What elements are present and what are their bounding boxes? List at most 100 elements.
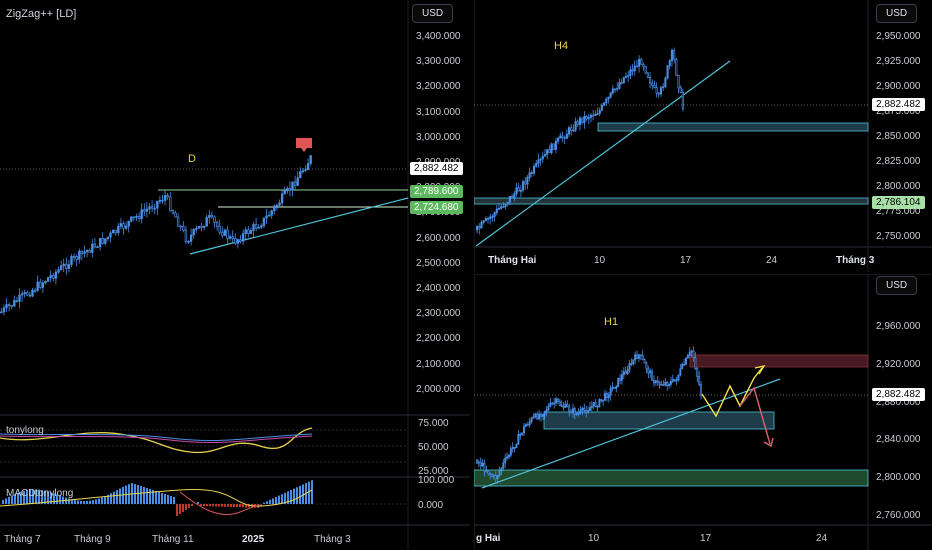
h1-candle-body	[602, 399, 605, 402]
h1-candle-body	[585, 410, 588, 413]
h1-candle-body	[513, 447, 516, 449]
macd-histogram-bar	[83, 501, 85, 504]
h1-candle-body	[683, 363, 686, 366]
daily-candle-body	[5, 304, 8, 309]
price-axis-label: 2,500.000	[416, 257, 461, 269]
h4-candle-body	[515, 187, 518, 195]
macd-histogram-bar	[164, 494, 166, 504]
h4-candle-body	[598, 109, 601, 115]
time-label-10: 10	[588, 533, 600, 544]
h4-candle-body	[578, 117, 582, 125]
macd-histogram-bar	[176, 504, 178, 516]
time-label-24: 24	[766, 255, 778, 266]
macd-histogram-bar	[242, 504, 244, 508]
h1-chart-canvas[interactable]	[474, 274, 932, 550]
macd-indicator-title[interactable]: MACDtonylong	[6, 488, 74, 499]
h1-candle-body	[651, 370, 654, 381]
macd-histogram-bar	[95, 499, 97, 504]
rsi-level-50: 50.000	[418, 442, 449, 453]
h4-candle-body	[581, 117, 584, 123]
currency-button[interactable]: USD	[876, 4, 918, 23]
daily-candle-body	[54, 271, 58, 279]
macd-histogram-bar	[248, 504, 250, 508]
daily-candle-body	[195, 227, 198, 230]
daily-candle-body	[7, 304, 11, 307]
h1-candle-body	[572, 408, 574, 414]
h4-candle-body	[502, 206, 505, 208]
h1-candle-body	[483, 462, 486, 472]
time-label-10: 10	[594, 255, 606, 266]
h4-candle-body	[668, 60, 671, 67]
daily-candle-body	[208, 214, 211, 218]
time-label-17: 17	[680, 255, 692, 266]
currency-button[interactable]: USD	[412, 4, 454, 23]
h4-candle-body	[607, 96, 610, 100]
currency-button[interactable]: USD	[876, 276, 918, 295]
daily-candle-body	[234, 237, 237, 244]
h4-candle-body	[638, 58, 641, 67]
h4-candle-body	[594, 113, 597, 116]
macd-histogram-bar	[11, 495, 13, 504]
h1-candle-body	[653, 380, 655, 384]
macd-histogram-bar	[224, 504, 226, 507]
macd-histogram-bar	[185, 504, 187, 510]
h1-candle-body	[556, 398, 559, 402]
projection-arrowhead-bullish	[754, 364, 766, 375]
macd-histogram-bar	[299, 485, 301, 504]
h1-candle-body	[566, 403, 569, 408]
macd-histogram-bar	[146, 488, 148, 504]
h1-candle-body	[479, 461, 482, 467]
timeframe-label: H1	[604, 316, 619, 328]
macd-histogram-bar	[167, 495, 169, 504]
h1-candle-body	[658, 381, 661, 385]
rsi-level-25: 25.000	[418, 466, 449, 477]
h4-candle-body	[651, 82, 654, 86]
macd-level-0: 0.000	[418, 500, 444, 511]
h1-candle-body	[538, 413, 541, 420]
h4-candle-body	[550, 143, 553, 154]
h4-candle-body	[552, 143, 555, 150]
macd-histogram-bar	[173, 497, 175, 504]
h1-candle-body	[639, 354, 642, 357]
timeframe-label: H4	[554, 40, 569, 52]
h4-candle-body	[561, 135, 564, 138]
daily-candle-body	[202, 225, 206, 228]
projection-path-bullish	[701, 367, 763, 418]
daily-candle-body	[223, 229, 227, 236]
rsi-indicator-title[interactable]: tonylong	[6, 425, 44, 436]
daily-chart-canvas[interactable]	[0, 0, 470, 550]
daily-candle-body	[10, 305, 13, 308]
daily-candle-body	[106, 236, 110, 240]
daily-candle-body	[270, 210, 273, 216]
daily-candle-body	[36, 281, 39, 291]
daily-candle-body	[247, 229, 250, 234]
daily-candle-body	[215, 221, 219, 227]
rsi-level-75: 75.000	[418, 418, 449, 429]
daily-candle-body	[197, 225, 201, 229]
time-label-24: 24	[816, 533, 828, 544]
h1-candle-body	[573, 408, 576, 416]
h4-candle-body	[635, 65, 638, 68]
h1-candle-body	[654, 380, 657, 384]
daily-chart-pane[interactable]: ZigZag++ [LD] USD D 3,400.000 3,300.000 3,…	[0, 0, 470, 550]
h1-candle-body	[698, 376, 701, 385]
h4-chart-canvas[interactable]	[474, 0, 932, 272]
h1-chart-pane[interactable]: USD H1 2,960.000 2,920.000 2,880.000 2,840.…	[474, 274, 932, 550]
h1-candle-body	[624, 371, 627, 375]
h1-candle-body	[515, 444, 518, 448]
macd-histogram-bar	[239, 504, 241, 508]
h4-candle-body	[517, 187, 520, 192]
daily-candle-body	[145, 208, 149, 212]
h1-candle-body	[545, 409, 548, 412]
indicator-title[interactable]: ZigZag++ [LD]	[6, 8, 77, 20]
daily-candle-body	[59, 265, 63, 271]
price-axis-label: 2,875.000	[876, 106, 921, 117]
h4-candle-body	[537, 159, 540, 164]
macd-histogram-bar	[122, 487, 124, 504]
macd-histogram-bar	[89, 500, 91, 504]
daily-candle-body	[273, 205, 276, 212]
h4-candle-body	[675, 58, 678, 76]
h4-chart-pane[interactable]: USD H4 2,950.000 2,925.000 2,900.000 2,875.…	[474, 0, 932, 272]
h4-candle-body	[480, 222, 483, 229]
time-label-jul: Tháng 7	[4, 534, 41, 545]
